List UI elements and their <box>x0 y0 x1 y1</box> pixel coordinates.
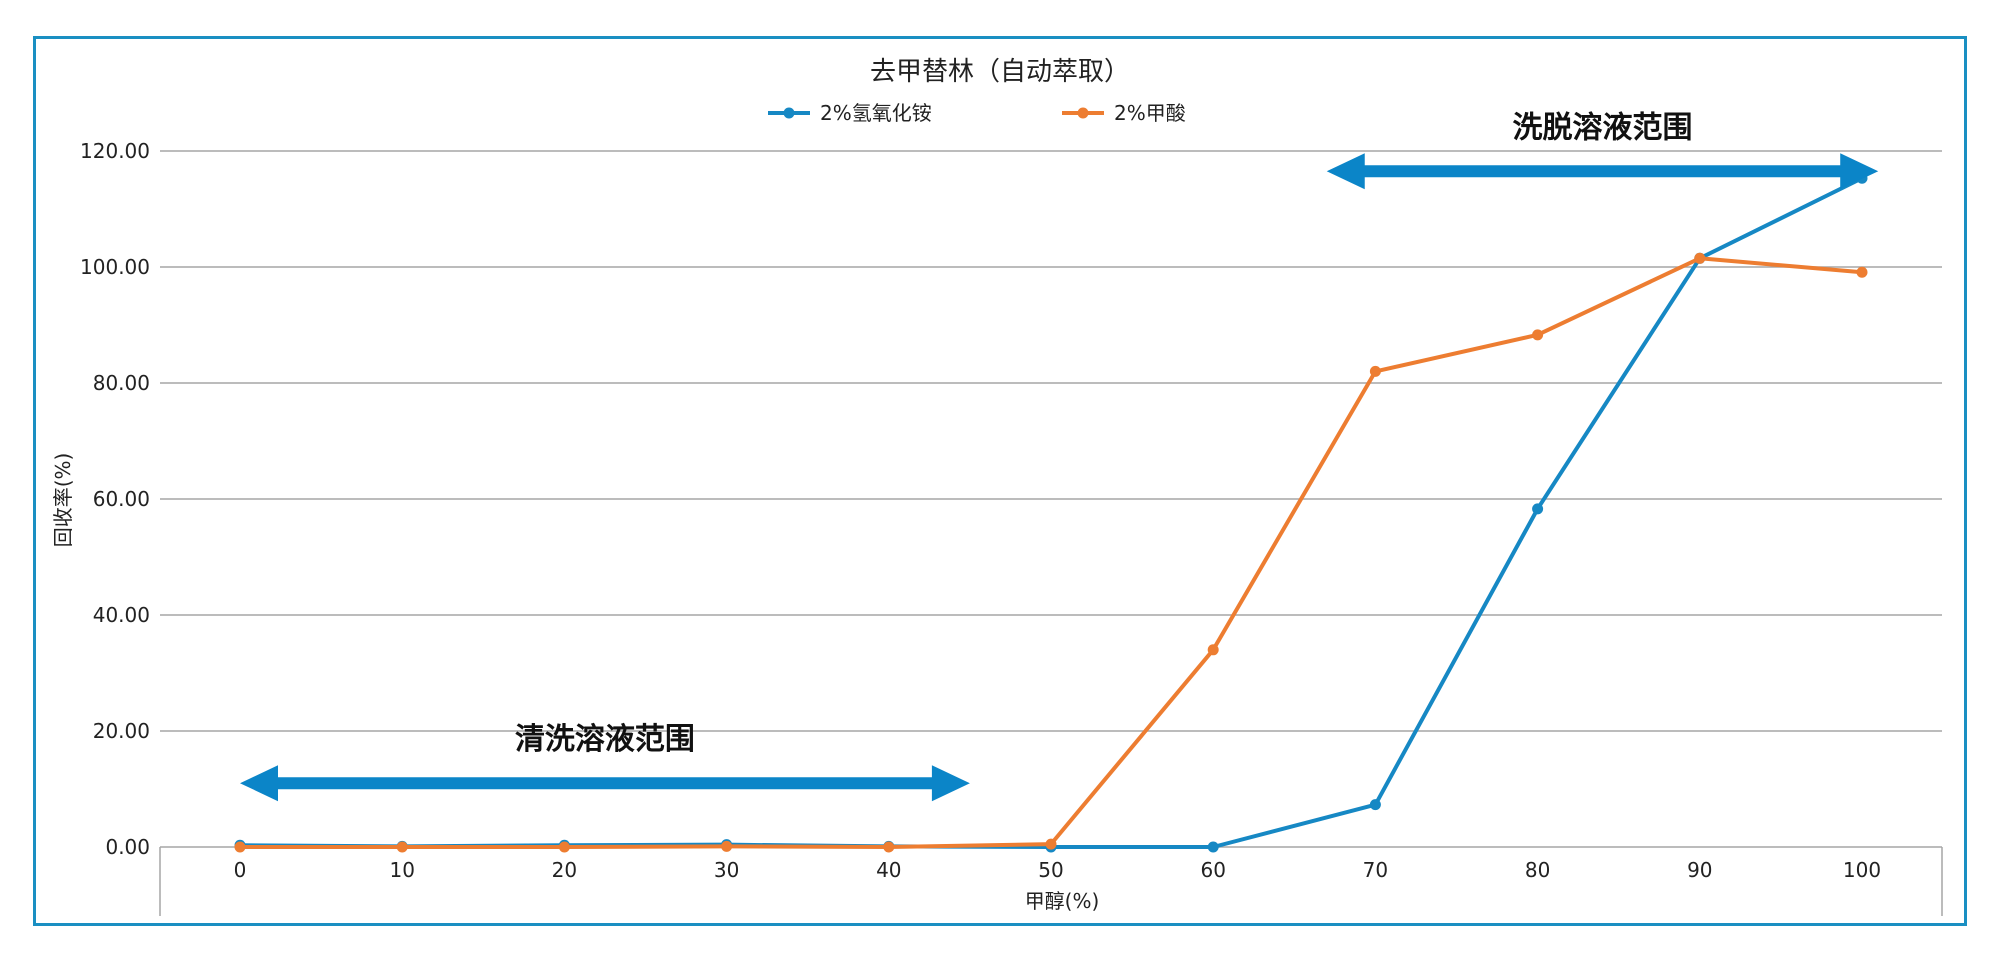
legend-swatch-marker <box>1077 107 1089 119</box>
x-tick-label: 60 <box>1200 858 1225 882</box>
x-axis-label: 甲醇(%) <box>1025 889 1100 913</box>
x-tick-label: 70 <box>1363 858 1388 882</box>
data-point <box>1694 252 1706 264</box>
x-tick-label: 20 <box>552 858 577 882</box>
annotation-label: 清洗溶液范围 <box>515 722 695 757</box>
data-point <box>558 841 570 853</box>
legend: 2%氢氧化铵 2%甲酸 <box>768 101 1186 125</box>
data-point <box>1045 838 1057 850</box>
series-1 <box>234 252 1868 853</box>
data-point <box>1369 365 1381 377</box>
x-tick-label: 90 <box>1687 858 1712 882</box>
data-point <box>1532 329 1544 341</box>
y-tick-label: 20.00 <box>93 719 150 743</box>
gridlines <box>160 150 1942 848</box>
data-point <box>721 840 733 852</box>
x-tick-label: 100 <box>1843 858 1881 882</box>
legend-label: 2%甲酸 <box>1114 101 1186 125</box>
y-tick-label: 100.00 <box>80 255 150 279</box>
chart-frame <box>33 36 1967 926</box>
data-point <box>1856 266 1868 278</box>
legend-item-1: 2%甲酸 <box>1062 101 1186 125</box>
data-point <box>1207 841 1219 853</box>
data-point <box>883 841 895 853</box>
annotations: 清洗溶液范围 洗脱溶液范围 <box>240 110 1879 802</box>
data-point <box>234 841 246 853</box>
y-tick-label: 120.00 <box>80 139 150 163</box>
annotation-1: 洗脱溶液范围 <box>1326 110 1879 190</box>
annotation-0: 清洗溶液范围 <box>240 722 970 802</box>
double-arrow-icon <box>1326 153 1879 190</box>
y-tick-label: 80.00 <box>93 371 150 395</box>
data-point <box>1369 799 1381 811</box>
y-tick-labels: 0.00 20.00 40.00 60.00 80.00 100.00 120.00 <box>80 139 150 859</box>
x-tick-labels: 0 10 20 30 40 50 60 70 80 90 100 <box>234 858 1881 882</box>
axes <box>159 847 1943 916</box>
x-tick-label: 40 <box>876 858 901 882</box>
data-point <box>396 841 408 853</box>
x-tick-label: 30 <box>714 858 739 882</box>
x-tick-label: 10 <box>389 858 414 882</box>
y-tick-label: 60.00 <box>93 487 150 511</box>
chart-title: 去甲替林（自动萃取） <box>870 57 1130 87</box>
series-lines <box>234 172 1868 853</box>
legend-item-0: 2%氢氧化铵 <box>768 101 932 125</box>
x-tick-label: 50 <box>1038 858 1063 882</box>
double-arrow-icon <box>240 765 970 802</box>
series-line <box>239 176 1863 849</box>
series-line <box>240 256 1863 849</box>
annotation-label: 洗脱溶液范围 <box>1512 110 1692 145</box>
y-tick-label: 40.00 <box>93 603 150 627</box>
series-0 <box>234 172 1868 853</box>
x-tick-label: 80 <box>1525 858 1550 882</box>
data-point <box>1207 644 1219 656</box>
legend-label: 2%氢氧化铵 <box>820 101 932 125</box>
y-axis-label: 回收率(%) <box>51 453 75 548</box>
legend-swatch-marker <box>783 107 795 119</box>
y-tick-label: 0.00 <box>105 835 150 859</box>
data-point <box>1532 503 1544 515</box>
x-tick-label: 0 <box>234 858 247 882</box>
